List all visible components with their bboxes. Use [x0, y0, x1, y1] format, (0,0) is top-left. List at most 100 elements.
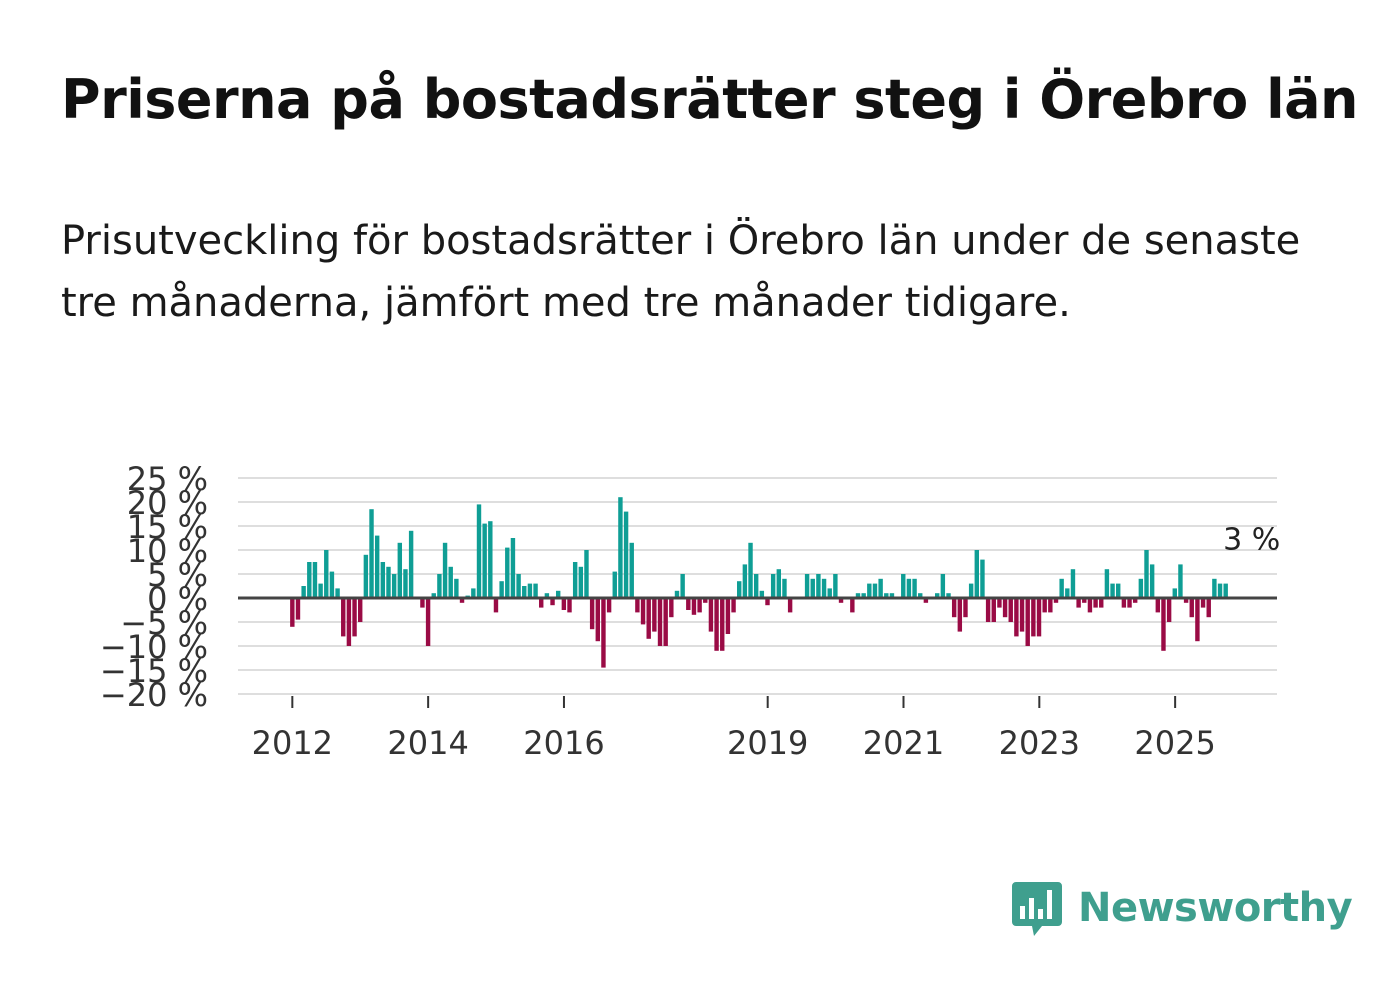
bar: [1195, 598, 1200, 642]
x-tick-label: 2016: [523, 724, 604, 762]
bar: [1189, 598, 1194, 618]
bar: [906, 578, 912, 598]
bar: [533, 583, 538, 598]
bar: [1087, 598, 1093, 613]
bar: [403, 569, 408, 598]
bar: [358, 598, 363, 622]
bars: [238, 497, 1277, 668]
bar: [827, 588, 832, 598]
bar: [1138, 578, 1144, 598]
bar: [606, 598, 612, 613]
bar: [1031, 598, 1036, 637]
bar: [934, 593, 940, 598]
bar: [838, 598, 844, 603]
bar: [595, 598, 600, 642]
bar: [1155, 598, 1161, 613]
bar: [680, 574, 685, 598]
bar: [918, 593, 923, 598]
bar: [1223, 583, 1228, 598]
bar: [867, 583, 872, 598]
y-tick-label: 5 %: [147, 556, 208, 594]
bar: [312, 562, 318, 598]
bar: [753, 574, 759, 598]
bar: [623, 511, 629, 598]
bar: [459, 598, 465, 603]
bar: [1116, 583, 1121, 598]
bar: [686, 598, 691, 610]
bar: [1002, 598, 1008, 618]
bar: [374, 535, 380, 598]
bar: [1183, 598, 1189, 603]
bar: [567, 598, 572, 613]
bar: [748, 542, 753, 598]
x-tick-label: 2021: [863, 724, 944, 762]
bar: [1076, 598, 1081, 608]
bar: [341, 598, 346, 637]
annotations: 3 %: [1223, 523, 1280, 558]
bar: [663, 598, 668, 646]
bar: [1217, 583, 1223, 598]
bar: [980, 559, 985, 598]
bar: [816, 574, 821, 598]
bar: [555, 590, 561, 598]
bar: [307, 562, 312, 598]
bar: [550, 598, 555, 606]
bar: [1104, 569, 1110, 598]
bar: [499, 581, 504, 598]
bar: [618, 497, 623, 598]
bar: [997, 598, 1002, 608]
bar: [861, 593, 866, 598]
bar: [957, 598, 963, 632]
bar: [1019, 598, 1025, 632]
bar: [1127, 598, 1132, 608]
bar: [674, 590, 680, 598]
bar: [963, 598, 968, 618]
bar: [386, 566, 391, 598]
bar: [872, 583, 878, 598]
bar: [884, 593, 889, 598]
bar: [369, 509, 374, 598]
bar: [1082, 598, 1087, 603]
bar: [324, 550, 329, 598]
bar: [731, 598, 736, 613]
newsworthy-logo-icon: [1012, 882, 1062, 936]
bar: [629, 542, 634, 598]
bar: [821, 578, 827, 598]
bar: [737, 581, 742, 598]
y-tick-label: 20 %: [127, 484, 208, 522]
bar: [691, 598, 697, 615]
bar: [584, 550, 589, 598]
bar: [510, 538, 516, 598]
last-value-label: 3 %: [1223, 523, 1280, 558]
bar: [482, 523, 487, 598]
bar: [725, 598, 731, 634]
bar: [1212, 578, 1217, 598]
bar: [425, 598, 431, 646]
bar: [669, 598, 674, 618]
bar: [301, 586, 306, 598]
bar: [601, 598, 606, 668]
bar: [889, 593, 895, 598]
bar: [951, 598, 957, 618]
price-change-chart: 25 %20 %15 %10 %5 %0 %−5 %−10 %−15 %−20 …: [100, 460, 1280, 762]
bar: [635, 598, 640, 613]
y-axis-labels: 25 %20 %15 %10 %5 %0 %−5 %−10 %−15 %−20 …: [100, 460, 208, 714]
y-tick-label: 15 %: [127, 508, 208, 546]
bar: [765, 598, 770, 606]
bar: [697, 598, 702, 613]
bar: [352, 598, 357, 637]
bar: [974, 550, 980, 598]
bar: [431, 593, 436, 598]
bar: [1093, 598, 1098, 608]
bar: [448, 566, 453, 598]
x-tick-label: 2019: [727, 724, 808, 762]
bar: [1014, 598, 1019, 637]
bar: [295, 598, 301, 620]
bar: [1110, 583, 1115, 598]
bar: [363, 554, 369, 598]
bar: [539, 598, 544, 608]
bar: [770, 574, 776, 598]
bar: [516, 574, 521, 598]
bar: [442, 542, 448, 598]
bar: [1070, 569, 1076, 598]
